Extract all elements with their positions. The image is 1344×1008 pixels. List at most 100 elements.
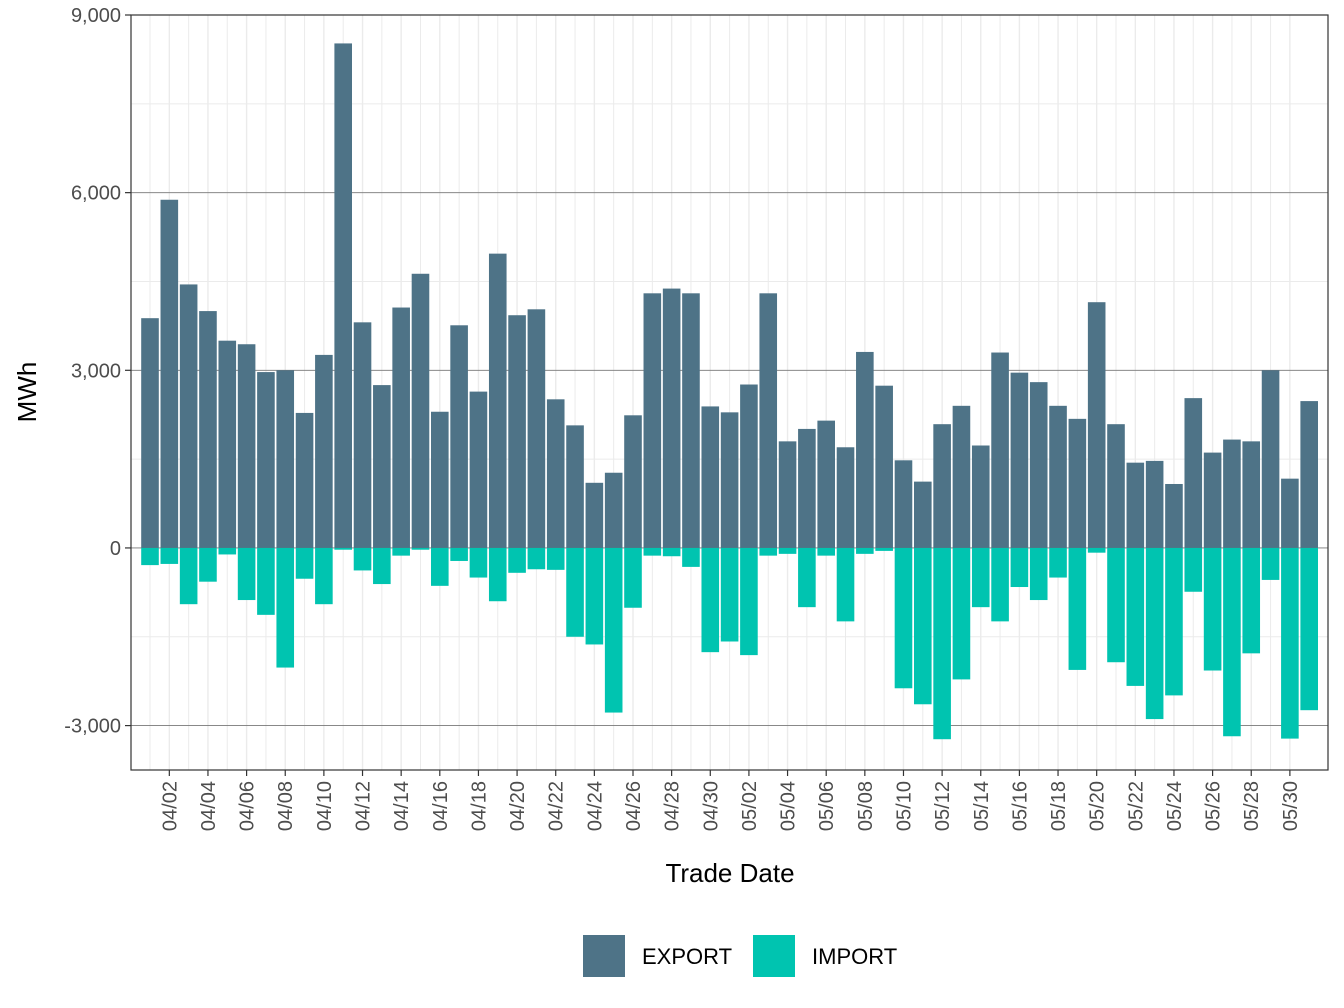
y-axis-title: MWh bbox=[12, 362, 42, 423]
bar-export-04-07 bbox=[257, 372, 275, 548]
bar-export-05-06 bbox=[817, 420, 835, 548]
bar-import-05-27 bbox=[1223, 547, 1241, 737]
bar-import-04-25 bbox=[604, 547, 623, 713]
bar-import-05-07 bbox=[836, 547, 855, 622]
x-axis-title: Trade Date bbox=[665, 858, 794, 888]
bar-import-04-13 bbox=[373, 547, 391, 585]
bar-export-05-10 bbox=[894, 460, 913, 548]
x-tick-label: 04/30 bbox=[700, 781, 722, 831]
bar-export-04-04 bbox=[199, 311, 217, 548]
bar-export-05-08 bbox=[856, 351, 874, 548]
bar-export-05-25 bbox=[1184, 398, 1203, 548]
y-tick-label: 9,000 bbox=[71, 5, 121, 27]
bar-export-05-23 bbox=[1145, 460, 1164, 548]
bar-export-05-13 bbox=[952, 405, 971, 548]
bar-export-04-20 bbox=[508, 315, 526, 548]
bar-import-04-24 bbox=[585, 547, 604, 645]
bar-export-04-29 bbox=[682, 293, 700, 548]
bar-export-05-22 bbox=[1126, 462, 1145, 548]
bar-import-05-03 bbox=[759, 547, 778, 556]
bar-import-05-30 bbox=[1281, 547, 1299, 739]
bar-export-04-26 bbox=[624, 415, 642, 548]
x-tick-label: 05/26 bbox=[1203, 781, 1225, 831]
x-tick-label: 04/04 bbox=[198, 781, 220, 831]
bars bbox=[141, 43, 1318, 740]
bar-export-05-09 bbox=[875, 385, 893, 548]
bar-import-04-27 bbox=[643, 547, 662, 556]
legend-swatch-export bbox=[583, 935, 625, 977]
x-tick-label: 05/18 bbox=[1048, 781, 1070, 831]
bar-import-05-02 bbox=[740, 547, 758, 656]
x-tick-label: 05/14 bbox=[971, 781, 993, 831]
bar-export-05-01 bbox=[720, 412, 739, 548]
bar-import-04-20 bbox=[508, 547, 526, 573]
bar-import-05-06 bbox=[817, 547, 835, 556]
bar-export-04-21 bbox=[527, 309, 546, 548]
bar-import-05-20 bbox=[1087, 547, 1106, 553]
bar-export-04-23 bbox=[566, 425, 584, 548]
bar-export-04-30 bbox=[701, 406, 720, 548]
bar-export-05-20 bbox=[1087, 302, 1106, 548]
bar-export-05-15 bbox=[991, 352, 1009, 548]
bar-import-05-12 bbox=[933, 547, 951, 740]
bar-export-04-22 bbox=[546, 399, 565, 548]
bar-import-04-19 bbox=[488, 547, 507, 602]
bar-import-05-24 bbox=[1165, 547, 1183, 696]
bar-import-05-19 bbox=[1068, 547, 1087, 670]
bar-import-04-07 bbox=[257, 547, 275, 615]
x-tick-label: 04/22 bbox=[546, 781, 568, 831]
bar-export-04-24 bbox=[585, 482, 604, 548]
bar-import-05-21 bbox=[1107, 547, 1125, 663]
bar-import-05-13 bbox=[952, 547, 971, 680]
bar-import-05-15 bbox=[991, 547, 1009, 622]
y-tick-label: 0 bbox=[110, 538, 121, 560]
bar-export-04-05 bbox=[218, 340, 237, 548]
x-tick-label: 05/20 bbox=[1087, 781, 1109, 831]
bar-export-04-25 bbox=[604, 472, 623, 548]
x-tick-label: 05/10 bbox=[893, 781, 915, 831]
bar-export-04-08 bbox=[276, 370, 295, 548]
bar-import-05-29 bbox=[1261, 547, 1280, 580]
x-axis: 04/02 04/04 04/06 04/08 04/10 04/12 04/14 04/16… bbox=[159, 770, 1302, 831]
bar-import-05-18 bbox=[1049, 547, 1067, 578]
bar-import-05-31 bbox=[1300, 547, 1318, 711]
bar-export-05-26 bbox=[1203, 452, 1222, 548]
bar-export-05-30 bbox=[1281, 478, 1299, 548]
x-tick-label: 05/08 bbox=[855, 781, 877, 831]
legend-swatch-import bbox=[753, 935, 795, 977]
bar-import-05-10 bbox=[894, 547, 913, 689]
x-tick-label: 04/16 bbox=[430, 781, 452, 831]
x-tick-label: 05/12 bbox=[932, 781, 954, 831]
bar-export-05-07 bbox=[836, 447, 855, 548]
bar-import-04-28 bbox=[662, 547, 681, 557]
bar-import-04-18 bbox=[469, 547, 488, 578]
bar-export-04-15 bbox=[411, 273, 430, 548]
bar-import-05-01 bbox=[720, 547, 739, 642]
x-tick-label: 05/06 bbox=[816, 781, 838, 831]
bar-import-04-09 bbox=[295, 547, 314, 579]
bar-export-05-11 bbox=[914, 481, 932, 548]
bar-export-05-28 bbox=[1242, 441, 1261, 548]
bar-export-04-16 bbox=[431, 411, 449, 548]
bar-import-05-14 bbox=[971, 547, 990, 608]
y-tick-label: 6,000 bbox=[71, 183, 121, 205]
x-tick-label: 05/04 bbox=[778, 781, 800, 831]
bar-import-05-23 bbox=[1145, 547, 1164, 720]
bar-export-04-28 bbox=[662, 288, 681, 548]
y-axis: -3,000 0 3,000 6,000 9,000 bbox=[64, 5, 131, 738]
bar-import-04-02 bbox=[160, 547, 179, 564]
bar-import-05-09 bbox=[875, 547, 893, 551]
bar-export-05-03 bbox=[759, 293, 778, 548]
y-tick-label: 3,000 bbox=[71, 360, 121, 382]
x-tick-label: 04/08 bbox=[275, 781, 297, 831]
plot-border bbox=[130, 14, 1329, 771]
bar-import-05-08 bbox=[856, 547, 874, 554]
bar-import-04-06 bbox=[237, 547, 256, 601]
x-tick-label: 05/30 bbox=[1280, 781, 1302, 831]
bar-import-04-30 bbox=[701, 547, 720, 653]
bar-import-04-12 bbox=[353, 547, 372, 571]
bar-export-04-27 bbox=[643, 293, 662, 548]
bar-export-04-06 bbox=[237, 344, 256, 548]
bar-export-05-19 bbox=[1068, 418, 1087, 548]
